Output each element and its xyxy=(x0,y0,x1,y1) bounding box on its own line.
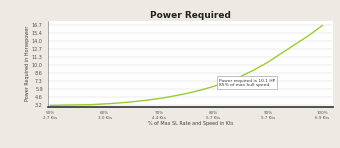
Y-axis label: Power Required in Horsepower: Power Required in Horsepower xyxy=(26,26,31,101)
Title: Power Required: Power Required xyxy=(150,11,231,20)
Text: Power required is 10.1 HP
85% of max hull speed: Power required is 10.1 HP 85% of max hul… xyxy=(219,79,275,87)
X-axis label: % of Max SL Rate and Speed in Kts: % of Max SL Rate and Speed in Kts xyxy=(148,121,233,126)
